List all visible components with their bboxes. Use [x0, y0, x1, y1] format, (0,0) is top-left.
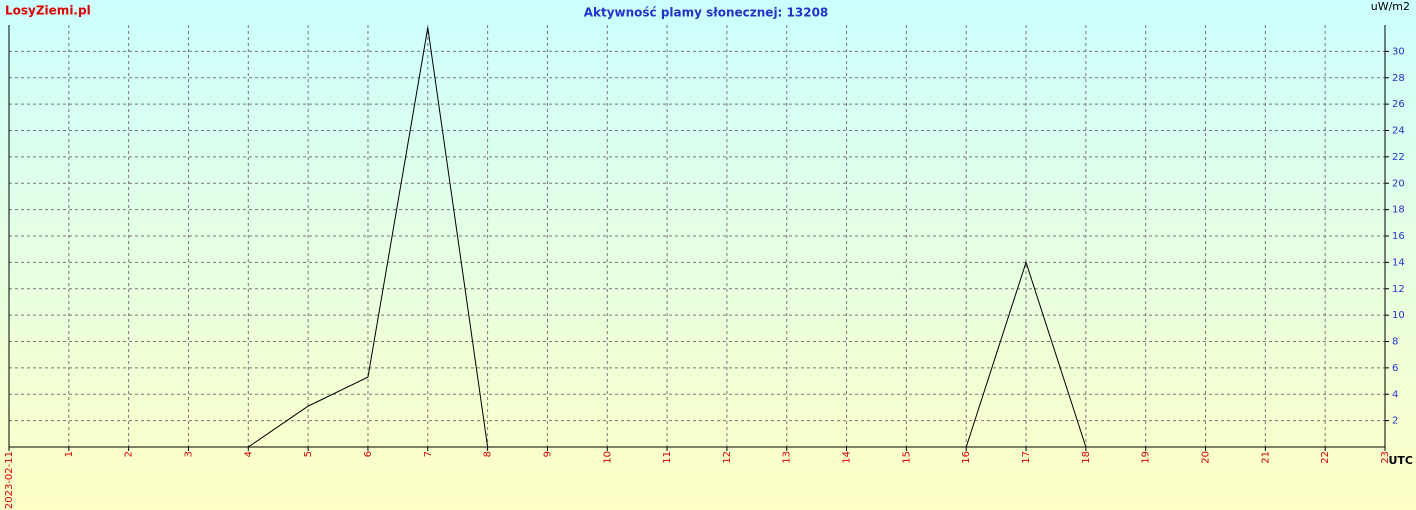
data-line: [248, 27, 1087, 448]
x-tick-label: 12: [722, 451, 733, 464]
x-axis-label: UTC: [1388, 454, 1413, 467]
x-tick-label: 5: [303, 451, 314, 457]
y-tick-label: 30: [1392, 46, 1405, 57]
x-tick-label: 1: [64, 451, 75, 457]
x-tick-label: 22: [1320, 451, 1331, 464]
x-tick-label: 20: [1201, 451, 1212, 464]
x-tick-label: 21: [1260, 451, 1271, 464]
y-tick-label: 14: [1392, 257, 1405, 268]
y-tick-label: 26: [1392, 99, 1405, 110]
y-tick-label: 8: [1392, 337, 1398, 348]
y-tick-label: 6: [1392, 363, 1398, 374]
y-tick-label: 28: [1392, 73, 1405, 84]
x-tick-label: 2023-02-11: [4, 451, 15, 509]
y-axis-label: uW/m2: [1371, 0, 1410, 13]
x-tick-label: 9: [542, 451, 553, 457]
y-tick-label: 22: [1392, 152, 1405, 163]
x-tick-label: 18: [1081, 451, 1092, 464]
y-tick-label: 10: [1392, 310, 1405, 321]
y-tick-label: 12: [1392, 284, 1405, 295]
x-tick-label: 11: [662, 451, 673, 464]
x-tick-label: 23: [1380, 451, 1391, 464]
x-tick-label: 8: [483, 451, 494, 457]
x-tick-label: 17: [1021, 451, 1032, 464]
chart-title: Aktywność plamy słonecznej: 13208: [584, 6, 829, 20]
x-tick-label: 6: [363, 451, 374, 457]
x-tick-label: 10: [602, 451, 613, 464]
y-tick-label: 2: [1392, 416, 1398, 427]
x-tick-label: 13: [782, 451, 793, 464]
y-tick-label: 16: [1392, 231, 1405, 242]
x-tick-label: 19: [1141, 451, 1152, 464]
y-tick-label: 18: [1392, 205, 1405, 216]
brand: LosyZiemi.pl: [5, 4, 91, 18]
x-tick-label: 16: [961, 451, 972, 464]
x-tick-label: 7: [423, 451, 434, 457]
y-tick-label: 20: [1392, 178, 1405, 189]
y-tick-label: 24: [1392, 126, 1405, 137]
y-tick-label: 4: [1392, 389, 1398, 400]
x-tick-label: 14: [842, 451, 853, 464]
x-tick-label: 15: [901, 451, 912, 464]
x-tick-label: 2: [124, 451, 135, 457]
x-tick-label: 3: [183, 451, 194, 457]
x-tick-label: 4: [243, 451, 254, 457]
